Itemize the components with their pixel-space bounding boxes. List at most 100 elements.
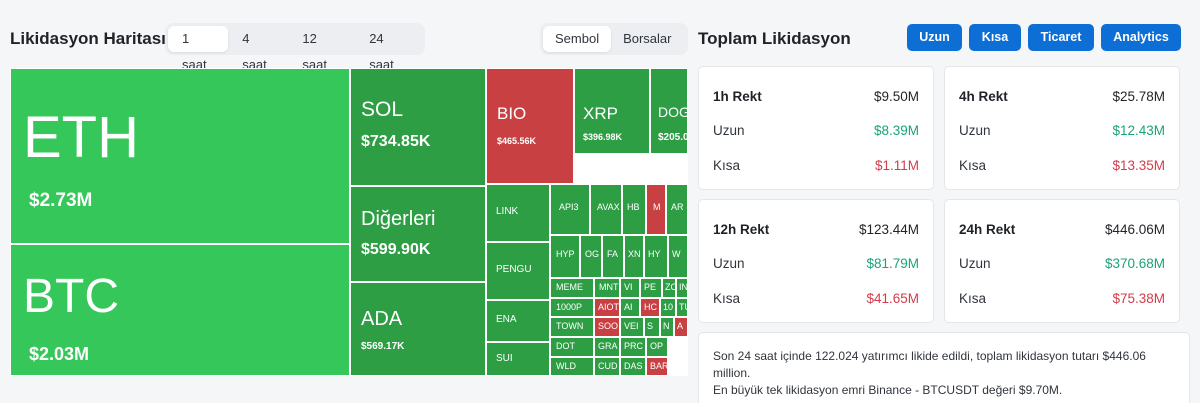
treemap-cell-hyp[interactable]: HYP bbox=[550, 235, 580, 278]
treemap-cell-fa[interactable]: FA bbox=[602, 235, 624, 278]
treemap-cell-ena[interactable]: ENA bbox=[486, 300, 550, 342]
treemap-cell-aiot[interactable]: AIOT bbox=[594, 298, 620, 317]
cell-symbol: XN bbox=[628, 249, 641, 259]
treemap-cell-10[interactable]: 10 bbox=[660, 298, 676, 317]
treemap-cell-dog[interactable]: DOG $205.0 bbox=[650, 68, 688, 154]
cell-symbol: LINK bbox=[496, 206, 519, 217]
cell-value: $465.56K bbox=[497, 136, 537, 146]
treemap-cell-a[interactable]: A bbox=[674, 317, 688, 337]
cell-symbol: AR bbox=[671, 202, 684, 212]
treemap-cell-wld[interactable]: WLD bbox=[550, 357, 594, 376]
treemap-cell-hc[interactable]: HC bbox=[640, 298, 660, 317]
summary-line-1: Son 24 saat içinde 122.024 yatırımcı lik… bbox=[713, 349, 1146, 380]
cell-symbol: AIOT bbox=[598, 302, 620, 312]
treemap-cell-dot[interactable]: DOT bbox=[550, 337, 594, 357]
treemap-cell-hy[interactable]: HY bbox=[644, 235, 668, 278]
cell-symbol: BIO bbox=[497, 104, 527, 123]
short-label: Kısa bbox=[713, 291, 741, 306]
treemap-cell-xn[interactable]: XN bbox=[624, 235, 644, 278]
short-button[interactable]: Kısa bbox=[969, 24, 1021, 51]
treemap-cell-eth[interactable]: ETH $2.73M bbox=[10, 68, 350, 244]
treemap-cell-vi[interactable]: VI bbox=[620, 278, 640, 298]
treemap-cell-prc[interactable]: PRC bbox=[620, 337, 646, 357]
long-label: Uzun bbox=[713, 123, 745, 138]
long-button[interactable]: Uzun bbox=[907, 24, 962, 51]
card-12h-rekt: 12h Rekt $123.44M Uzun $81.79M Kısa $41.… bbox=[698, 199, 934, 323]
cell-value: $734.85K bbox=[361, 133, 431, 150]
analytics-button[interactable]: Analytics bbox=[1101, 24, 1181, 51]
treemap-cell-btc[interactable]: BTC $2.03M bbox=[10, 244, 350, 376]
treemap-cell-op[interactable]: OP bbox=[646, 337, 668, 357]
cell-value: $2.73M bbox=[29, 190, 93, 211]
cell-symbol: ETH bbox=[23, 105, 139, 170]
short-label: Kısa bbox=[959, 158, 987, 173]
liquidation-treemap: ETH $2.73M BTC $2.03M SOL $734.85K Diğerleri $5… bbox=[10, 68, 688, 376]
treemap-cell-n[interactable]: N bbox=[660, 317, 674, 337]
treemap-cell-bio[interactable]: BIO $465.56K bbox=[486, 68, 574, 184]
cell-symbol: ENA bbox=[496, 314, 517, 325]
cell-symbol: A bbox=[677, 321, 684, 331]
view-tabs: Sembol Borsalar bbox=[540, 23, 688, 55]
cell-symbol: HB bbox=[627, 202, 640, 212]
cell-symbol: PENGU bbox=[496, 264, 532, 275]
card-total: $9.50M bbox=[873, 89, 919, 104]
long-value: $8.39M bbox=[873, 123, 919, 138]
cell-symbol: FA bbox=[607, 249, 619, 259]
liquidation-summary: Son 24 saat içinde 122.024 yatırımcı lik… bbox=[698, 332, 1190, 403]
treemap-cell-sol[interactable]: SOL $734.85K bbox=[350, 68, 486, 186]
treemap-cell-tu[interactable]: TU bbox=[676, 298, 688, 317]
tab-24h[interactable]: 24 saat bbox=[369, 31, 394, 72]
cell-symbol: AI bbox=[624, 302, 633, 312]
treemap-cell-das[interactable]: DAS bbox=[620, 357, 646, 376]
cell-symbol: WLD bbox=[556, 361, 576, 371]
summary-line-2: En büyük tek likidasyon emri Binance - B… bbox=[713, 383, 1063, 397]
treemap-cell-town[interactable]: TOWN bbox=[550, 317, 594, 337]
cell-symbol: AVAX bbox=[597, 202, 620, 212]
treemap-cell-hb[interactable]: HB bbox=[622, 184, 646, 235]
card-label: 1h Rekt bbox=[713, 89, 762, 104]
short-value: $75.38M bbox=[1112, 291, 1165, 306]
tab-1h[interactable]: 1 saat bbox=[168, 26, 229, 72]
treemap-cell-in[interactable]: IN bbox=[676, 278, 688, 298]
cell-symbol: PRC bbox=[624, 341, 644, 351]
treemap-cell-1000p[interactable]: 1000P bbox=[550, 298, 594, 317]
treemap-cell-gra[interactable]: GRA bbox=[594, 337, 620, 357]
treemap-cell-bar[interactable]: BAR bbox=[646, 357, 668, 376]
treemap-cell-zc[interactable]: ZC bbox=[662, 278, 676, 298]
time-range-tabs: 1 saat 4 saat 12 saat 24 saat bbox=[165, 23, 425, 72]
treemap-cell-pengu[interactable]: PENGU bbox=[486, 242, 550, 300]
treemap-cell-cud[interactable]: CUD bbox=[594, 357, 620, 376]
treemap-cell-sui[interactable]: SUI bbox=[486, 342, 550, 376]
treemap-cell-ai[interactable]: AI bbox=[620, 298, 640, 317]
long-label: Uzun bbox=[959, 256, 991, 271]
treemap-cell-link[interactable]: LINK bbox=[486, 184, 550, 242]
cell-symbol: N bbox=[663, 321, 670, 331]
trade-button[interactable]: Ticaret bbox=[1028, 24, 1094, 51]
treemap-cell-xrp[interactable]: XRP $396.98K bbox=[574, 68, 650, 154]
treemap-cell-meme[interactable]: MEME bbox=[550, 278, 594, 298]
card-24h-rekt: 24h Rekt $446.06M Uzun $370.68M Kısa $75… bbox=[944, 199, 1180, 323]
cell-symbol: HC bbox=[644, 302, 657, 312]
cell-symbol: W bbox=[672, 249, 681, 259]
tab-4h[interactable]: 4 saat bbox=[242, 31, 267, 72]
treemap-cell-ada[interactable]: ADA $569.17K bbox=[350, 282, 486, 376]
tab-symbol[interactable]: Sembol bbox=[543, 26, 612, 52]
treemap-cell-api3[interactable]: API3 bbox=[550, 184, 590, 235]
treemap-cell-s[interactable]: S bbox=[644, 317, 660, 337]
treemap-cell-soo[interactable]: SOO bbox=[594, 317, 620, 337]
treemap-cell-mnt[interactable]: MNT bbox=[594, 278, 620, 298]
tab-exchanges[interactable]: Borsalar bbox=[623, 31, 672, 46]
tab-12h[interactable]: 12 saat bbox=[302, 31, 327, 72]
treemap-cell-w[interactable]: W bbox=[668, 235, 688, 278]
cell-symbol: DOT bbox=[556, 341, 575, 351]
treemap-cell-vei[interactable]: VEI bbox=[620, 317, 644, 337]
cell-symbol: DAS bbox=[624, 361, 643, 371]
treemap-cell-og[interactable]: OG bbox=[580, 235, 602, 278]
long-value: $370.68M bbox=[1104, 256, 1165, 271]
treemap-cell-diğerleri[interactable]: Diğerleri $599.90K bbox=[350, 186, 486, 282]
treemap-cell-pe[interactable]: PE bbox=[640, 278, 662, 298]
treemap-cell-m[interactable]: M bbox=[646, 184, 666, 235]
treemap-cell-ar[interactable]: AR bbox=[666, 184, 688, 235]
cell-symbol: S bbox=[647, 321, 654, 331]
treemap-cell-avax[interactable]: AVAX bbox=[590, 184, 622, 235]
